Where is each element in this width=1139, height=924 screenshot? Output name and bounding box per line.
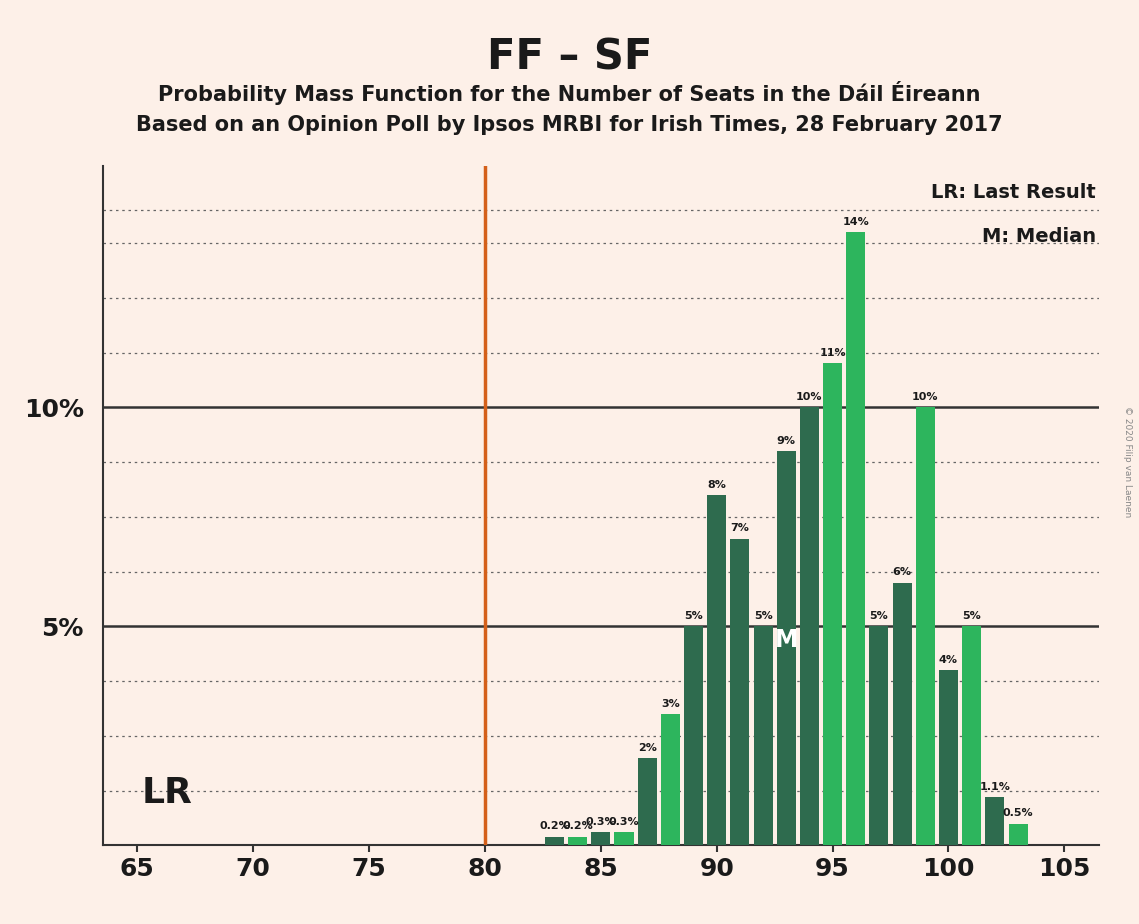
Bar [846,232,866,845]
Text: 0.2%: 0.2% [539,821,570,832]
Text: Probability Mass Function for the Number of Seats in the Dáil Éireann: Probability Mass Function for the Number… [158,81,981,105]
Bar [544,837,564,845]
Text: 9%: 9% [777,436,796,446]
Text: 10%: 10% [912,392,939,402]
Text: LR: LR [142,776,192,810]
Text: 14%: 14% [843,217,869,226]
Text: 5%: 5% [869,611,888,621]
Text: 5%: 5% [962,611,981,621]
Text: 4%: 4% [939,655,958,665]
Text: 10%: 10% [796,392,822,402]
Text: 1.1%: 1.1% [980,782,1010,792]
Bar [869,626,888,845]
Bar [707,495,727,845]
Bar [730,539,749,845]
Bar [685,626,703,845]
Bar [638,758,657,845]
Text: 2%: 2% [638,743,656,752]
Text: LR: Last Result: LR: Last Result [932,183,1096,202]
Text: M: M [775,628,798,652]
Text: 0.2%: 0.2% [563,821,593,832]
Text: 11%: 11% [819,348,846,359]
Text: Based on an Opinion Poll by Ipsos MRBI for Irish Times, 28 February 2017: Based on an Opinion Poll by Ipsos MRBI f… [137,115,1002,135]
Text: FF – SF: FF – SF [486,37,653,79]
Bar [939,670,958,845]
Text: © 2020 Filip van Laenen: © 2020 Filip van Laenen [1123,407,1132,517]
Bar [800,407,819,845]
Bar [823,363,842,845]
Bar [893,582,911,845]
Text: M: Median: M: Median [982,227,1096,247]
Text: 5%: 5% [754,611,772,621]
Bar [916,407,935,845]
Bar [754,626,772,845]
Text: 0.3%: 0.3% [608,817,639,827]
Bar [962,626,981,845]
Text: 7%: 7% [730,524,749,533]
Bar [985,797,1005,845]
Text: 0.5%: 0.5% [1002,808,1033,819]
Bar [1008,823,1027,845]
Bar [661,714,680,845]
Text: 3%: 3% [661,699,680,709]
Bar [777,451,796,845]
Bar [615,833,633,845]
Bar [568,837,587,845]
Bar [591,833,611,845]
Text: 8%: 8% [707,480,727,490]
Text: 5%: 5% [685,611,703,621]
Text: 6%: 6% [893,567,911,578]
Text: 0.3%: 0.3% [585,817,616,827]
